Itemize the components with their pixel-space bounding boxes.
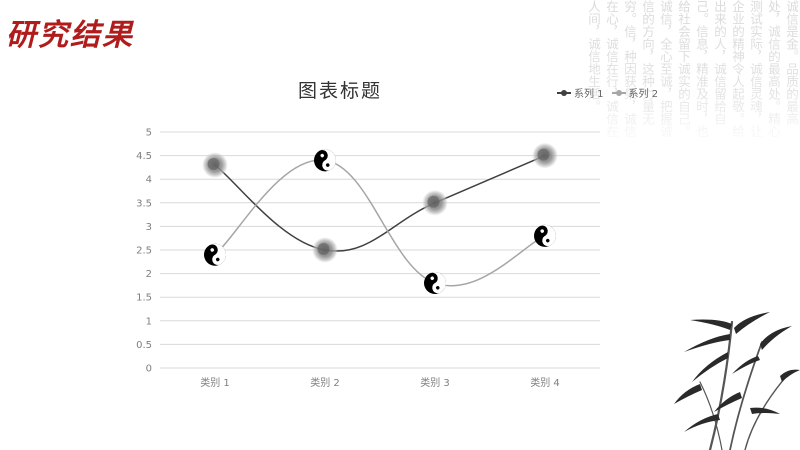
data-point-series-1 (532, 143, 558, 169)
legend-label-series-1: 系列 1 (574, 89, 604, 100)
slide-title: 研究结果 (6, 18, 134, 53)
legend-label-series-2: 系列 2 (628, 89, 659, 100)
y-tick-label: 5 (146, 128, 152, 139)
data-point-series-2 (204, 243, 226, 266)
legend-item-series-2: 系列 2 (611, 85, 659, 100)
legend-swatch-series-2 (611, 89, 626, 96)
series-line-2 (214, 159, 546, 287)
chart-title: 图表标题 (297, 80, 382, 102)
x-tick-label: 类别 3 (420, 376, 450, 389)
y-tick-label: 0 (146, 364, 152, 375)
x-tick-label: 类别 4 (530, 376, 560, 389)
y-tick-label: 2.5 (136, 246, 152, 257)
bamboo-painting-icon (674, 312, 800, 450)
y-tick-label: 4.5 (136, 151, 152, 162)
y-tick-label: 1 (146, 316, 152, 327)
y-tick-label: 3.5 (136, 198, 152, 209)
y-tick-label: 1.5 (136, 293, 152, 304)
y-tick-label: 2 (146, 269, 152, 280)
y-tick-label: 0.5 (136, 340, 152, 351)
data-point-series-1 (202, 152, 228, 178)
legend-item-series-1: 系列 1 (557, 85, 604, 100)
data-point-series-2 (534, 224, 556, 247)
data-point-series-1 (312, 237, 338, 263)
x-tick-label: 类别 2 (310, 376, 340, 389)
series-line-1 (214, 154, 546, 252)
data-point-series-2 (314, 149, 336, 172)
data-point-series-1 (422, 190, 448, 216)
legend-swatch-series-1 (557, 89, 571, 96)
y-tick-label: 4 (146, 175, 152, 186)
x-tick-label: 类别 1 (200, 376, 230, 389)
y-tick-label: 3 (146, 222, 152, 233)
chart-legend: 系列 1 系列 2 (557, 85, 666, 100)
data-point-series-2 (424, 272, 446, 295)
